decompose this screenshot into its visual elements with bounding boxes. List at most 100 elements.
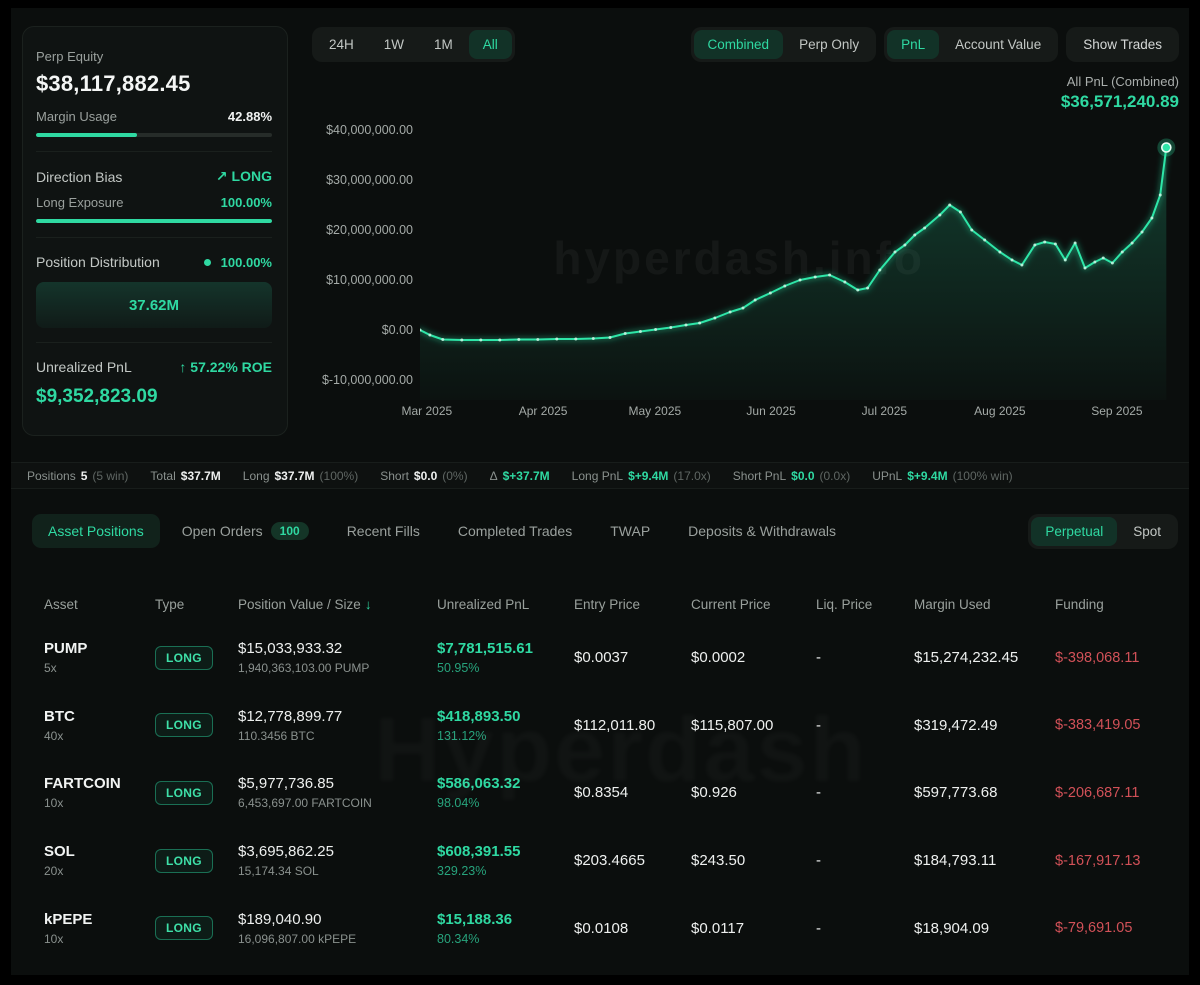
market-perpetual[interactable]: Perpetual [1031,516,1118,546]
asset-cell: PUMP 5x [44,640,88,676]
table-row-pump[interactable]: PUMP 5x LONG $15,033,933.32 1,940,363,103.00… [22,624,1178,692]
combined-toggle-group: Combined Perp Only [690,27,877,62]
table-row-btc[interactable]: BTC 40x LONG $12,778,899.77 110.3456 BTC $418… [22,692,1178,760]
chart-toolbar-right: Combined Perp Only PnL Account Value Show … [690,27,1179,62]
current-price-cell: $243.50 [691,852,746,870]
type-cell: LONG [155,713,238,738]
liq-price-cell: - [816,649,821,667]
show-trades-button[interactable]: Show Trades [1066,27,1179,62]
tab-completed-trades[interactable]: Completed Trades [457,523,573,539]
entry-price-cell: $0.0037 [574,649,629,667]
column-header-position-value-size[interactable]: Position Value / Size ↓ [238,596,372,612]
distribution-block[interactable]: 37.62M [36,282,272,328]
pnl-chart[interactable]: hyperdash.info [420,120,1180,400]
position-value-cell: $15,033,933.32 1,940,363,103.00 PUMP [238,640,370,676]
roe-value: ↑ 57.22% ROE [179,359,272,375]
direction-bias-value: ↗ LONG [215,168,272,184]
table-row-fartcoin[interactable]: FARTCOIN 10x LONG $5,977,736.85 6,453,697.00… [22,759,1178,827]
table-row-sol[interactable]: SOL 20x LONG $3,695,862.25 15,174.34 SOL $608… [22,827,1178,895]
position-distribution-section: Position Distribution 100.00% 37.62M [36,237,272,342]
market-spot[interactable]: Spot [1119,517,1175,546]
margin-used-cell: $319,472.49 [914,716,998,734]
column-header-asset[interactable]: Asset [44,596,78,612]
unrealized-pnl-cell: $418,893.50 131.12% [437,707,521,743]
y-tick-5: $-10,000,000.00 [321,373,413,387]
margin-used-cell: $15,274,232.45 [914,649,1019,667]
long-exposure-value: 100.00% [220,195,272,210]
liq-price-cell: - [816,852,821,870]
direction-bias-label: Direction Bias [36,168,123,185]
funding-cell: $-167,917.13 [1055,852,1141,869]
x-tick-sep-2025: Sep 2025 [1091,404,1143,418]
type-cell: LONG [155,780,238,805]
mode-combined[interactable]: Combined [693,30,784,59]
all-pnl-label: All PnL (Combined) [1066,74,1179,89]
unrealized-pnl-cell: $608,391.55 329.23% [437,843,521,879]
funding-cell: $-206,687.11 [1055,784,1140,801]
distribution-dot-icon [204,258,212,266]
column-header-liq-price[interactable]: Liq. Price [816,596,873,612]
perp-equity-value: $38,117,882.45 [36,71,191,96]
y-tick-4: $0.00 [381,323,413,337]
margin-used-cell: $597,773.68 [914,784,998,802]
tab-twap[interactable]: TWAP [610,523,651,539]
unrealized-pnl-section: Unrealized PnL ↑ 57.22% ROE $9,352,823.0… [36,342,272,422]
tabs-row: Asset Positions Open Orders 100 Recent Fill… [32,512,1178,550]
unrealized-pnl-value: $9,352,823.09 [36,386,158,407]
unrealized-pnl-cell: $15,188.36 80.34% [437,910,513,946]
tab-open-orders[interactable]: Open Orders 100 [166,513,325,549]
column-header-type[interactable]: Type [155,596,185,612]
position-value-cell: $5,977,736.85 6,453,697.00 FARTCOIN [238,775,372,811]
y-tick-3: $10,000,000.00 [326,273,413,287]
time-range-all[interactable]: All [468,30,512,59]
type-cell: LONG [155,645,238,670]
chart-latest-point[interactable] [1161,142,1172,153]
time-range-1m[interactable]: 1M [420,30,467,59]
long-exposure-bar-fill [36,219,272,223]
summary-long: Long $37.7M (100%) [242,468,359,483]
column-header-margin-used[interactable]: Margin Used [914,596,991,612]
x-tick-aug-2025: Aug 2025 [974,404,1026,418]
current-price-cell: $0.0002 [691,649,746,667]
all-pnl-value: $36,571,240.89 [1060,92,1179,111]
long-badge: LONG [155,713,213,738]
direction-bias-section: Direction Bias ↗ LONG Long Exposure 100.… [36,151,272,237]
current-price-cell: $0.0117 [691,919,745,937]
metric-toggle-group: PnL Account Value [884,27,1059,62]
table-row-kpepe[interactable]: kPEPE 10x LONG $189,040.90 16,096,807.00 kPE… [22,894,1178,962]
x-tick-apr-2025: Apr 2025 [518,404,568,418]
funding-cell: $-383,419.05 [1055,717,1141,734]
account-summary-panel: Perp Equity $38,117,882.45 Margin Usage … [22,26,288,436]
time-range-24h[interactable]: 24H [315,30,368,59]
column-header-funding[interactable]: Funding [1055,596,1104,612]
pnl-chart-svg: hyperdash.info [420,138,1176,400]
tab-deposits-withdrawals[interactable]: Deposits & Withdrawals [688,523,836,539]
asset-cell: BTC 40x [44,707,75,743]
margin-usage-label: Margin Usage [36,109,117,124]
position-value-cell: $3,695,862.25 15,174.34 SOL [238,843,334,879]
entry-price-cell: $0.8354 [574,784,629,802]
tab-asset-positions[interactable]: Asset Positions [32,514,160,548]
entry-price-cell: $0.0108 [574,919,629,937]
asset-positions-table: Asset Type Position Value / Size ↓ Unrealize… [22,584,1178,962]
summary-upnl: UPnL $+9.4M (100% win) [872,468,1013,483]
chart-x-axis: Mar 2025 Apr 2025 May 2025 Jun 2025 Jul 2025… [401,404,1180,420]
table-header-row: Asset Type Position Value / Size ↓ Unrealize… [22,584,1178,624]
time-range-1w[interactable]: 1W [370,30,418,59]
arrow-up-icon: ↑ [179,359,187,375]
perp-equity-label: Perp Equity [36,49,104,64]
metric-pnl[interactable]: PnL [887,30,940,59]
position-distribution-label: Position Distribution [36,254,160,270]
perp-equity-section: Perp Equity $38,117,882.45 Margin Usage … [36,43,272,151]
unrealized-pnl-cell: $586,063.32 98.04% [437,775,521,811]
tab-recent-fills[interactable]: Recent Fills [346,523,420,539]
mode-perp-only[interactable]: Perp Only [785,30,873,59]
liq-price-cell: - [816,919,821,937]
positions-summary-bar: Positions 5 (5 win) Total $37.7M Long $37.7M (1… [11,462,1189,489]
column-header-unrealized-pnl[interactable]: Unrealized PnL [437,596,530,612]
metric-account-value[interactable]: Account Value [941,30,1055,59]
column-header-entry-price[interactable]: Entry Price [574,596,641,612]
funding-cell: $-79,691.05 [1055,920,1133,937]
column-header-current-price[interactable]: Current Price [691,596,771,612]
